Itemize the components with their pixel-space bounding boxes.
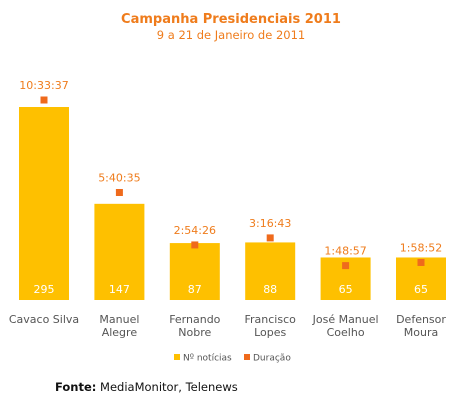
category-label: Moura xyxy=(404,326,438,339)
bar xyxy=(169,243,220,300)
bar-value-label: 88 xyxy=(263,283,277,296)
duration-marker xyxy=(417,258,425,266)
bar-value-label: 65 xyxy=(339,283,353,296)
duration-label: 1:48:57 xyxy=(324,245,366,258)
category-label: Nobre xyxy=(178,326,211,339)
chart-title: Campanha Presidenciais 2011 xyxy=(121,12,341,27)
duration-marker xyxy=(191,241,199,249)
legend-swatch-news xyxy=(174,354,180,360)
bar xyxy=(245,242,296,300)
duration-label: 5:40:35 xyxy=(98,171,140,184)
duration-marker xyxy=(115,188,123,196)
duration-label: 3:16:43 xyxy=(249,217,291,230)
category-label: Lopes xyxy=(254,326,286,339)
duration-label: 2:54:26 xyxy=(174,224,216,237)
bar-value-label: 147 xyxy=(109,283,130,296)
source-note: Fonte: MediaMonitor, Telenews xyxy=(55,380,238,394)
chart-subtitle: 9 a 21 de Janeiro de 2011 xyxy=(156,28,306,42)
source-text: MediaMonitor, Telenews xyxy=(100,380,238,394)
duration-marker xyxy=(342,262,350,270)
category-label: Fernando xyxy=(169,313,220,326)
legend-label-duration: Duração xyxy=(253,354,291,364)
legend-label-news: Nº notícias xyxy=(183,354,232,364)
category-label: Manuel xyxy=(99,313,139,326)
bar-value-label: 87 xyxy=(188,283,202,296)
category-label: Defensor xyxy=(396,313,446,326)
category-label: Francisco xyxy=(245,313,297,326)
source-label: Fonte: xyxy=(55,380,97,394)
bar-value-label: 65 xyxy=(414,283,428,296)
duration-marker xyxy=(40,96,48,104)
duration-label: 1:58:52 xyxy=(400,241,442,254)
duration-label: 10:33:37 xyxy=(19,79,68,92)
category-label: José Manuel xyxy=(312,313,379,326)
category-label: Coelho xyxy=(327,326,365,339)
bar xyxy=(19,107,69,300)
legend-swatch-duration xyxy=(244,354,250,360)
duration-marker xyxy=(266,234,274,242)
category-label: Alegre xyxy=(102,326,138,339)
bar xyxy=(94,203,145,300)
bar-value-label: 295 xyxy=(34,283,55,296)
category-label: Cavaco Silva xyxy=(9,313,79,326)
